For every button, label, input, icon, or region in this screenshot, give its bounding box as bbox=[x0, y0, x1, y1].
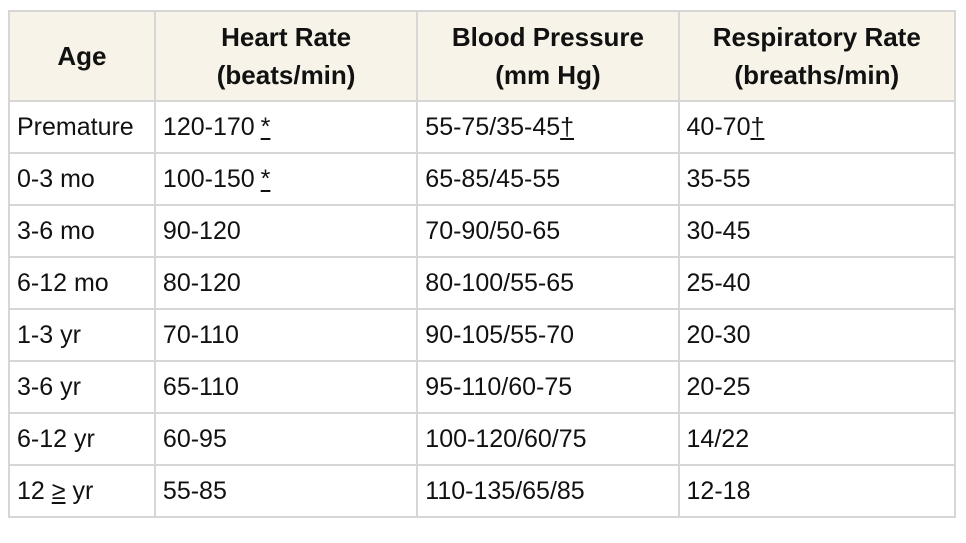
table-row: 3-6 mo 90-120 70-90/50-65 30-45 bbox=[8, 204, 957, 258]
header-respiratory-rate-label: Respiratory Rate bbox=[712, 22, 921, 52]
cell-respiratory-rate: 25-40 bbox=[677, 256, 957, 310]
blood-pressure-value: 55-75/35-45 bbox=[425, 112, 561, 141]
table-row: 6-12 yr 60-95 100-120/60/75 14/22 bbox=[8, 412, 957, 466]
cell-heart-rate: 120-170 * bbox=[153, 100, 419, 154]
table-row: 0-3 mo 100-150 * 65-85/45-55 35-55 bbox=[8, 152, 957, 206]
cell-blood-pressure: 55-75/35-45† bbox=[416, 100, 680, 154]
table-row: 12 ≥ yr 55-85 110-135/65/85 12-18 bbox=[8, 464, 957, 518]
cell-age: 6-12 mo bbox=[8, 256, 156, 310]
cell-heart-rate: 55-85 bbox=[153, 464, 419, 518]
cell-age: Premature bbox=[8, 100, 156, 154]
header-heart-rate-label: Heart Rate bbox=[221, 22, 352, 52]
cell-respiratory-rate: 12-18 bbox=[677, 464, 957, 518]
cell-blood-pressure: 70-90/50-65 bbox=[416, 204, 680, 258]
heart-rate-value: 120-170 bbox=[162, 112, 255, 141]
cell-heart-rate: 70-110 bbox=[153, 308, 419, 362]
page: Age Heart Rate (beats/min) Blood Pressur… bbox=[8, 10, 957, 518]
cell-respiratory-rate: 20-25 bbox=[677, 360, 957, 414]
header-respiratory-rate: Respiratory Rate (breaths/min) bbox=[677, 10, 957, 102]
footnote-link-asterisk[interactable]: * bbox=[260, 112, 271, 141]
cell-blood-pressure: 95-110/60-75 bbox=[416, 360, 680, 414]
header-row: Age Heart Rate (beats/min) Blood Pressur… bbox=[8, 10, 957, 102]
footnote-link-asterisk[interactable]: * bbox=[260, 164, 271, 193]
cell-respiratory-rate: 35-55 bbox=[677, 152, 957, 206]
age-suffix: yr bbox=[72, 476, 94, 505]
cell-blood-pressure: 90-105/55-70 bbox=[416, 308, 680, 362]
header-heart-rate-unit: (beats/min) bbox=[216, 60, 356, 90]
header-blood-pressure-label: Blood Pressure bbox=[451, 22, 644, 52]
cell-respiratory-rate: 40-70† bbox=[677, 100, 957, 154]
cell-heart-rate: 65-110 bbox=[153, 360, 419, 414]
footnote-link-dagger[interactable]: † bbox=[560, 112, 575, 141]
cell-blood-pressure: 110-135/65/85 bbox=[416, 464, 680, 518]
cell-heart-rate: 80-120 bbox=[153, 256, 419, 310]
cell-respiratory-rate: 14/22 bbox=[677, 412, 957, 466]
table-row: 1-3 yr 70-110 90-105/55-70 20-30 bbox=[8, 308, 957, 362]
respiratory-rate-value: 40-70 bbox=[686, 112, 751, 141]
header-age-label: Age bbox=[57, 41, 107, 71]
footnote-link-dagger[interactable]: † bbox=[750, 112, 765, 141]
cell-age: 1-3 yr bbox=[8, 308, 156, 362]
cell-age: 3-6 yr bbox=[8, 360, 156, 414]
header-heart-rate: Heart Rate (beats/min) bbox=[153, 10, 419, 102]
cell-age: 12 ≥ yr bbox=[8, 464, 156, 518]
cell-blood-pressure: 65-85/45-55 bbox=[416, 152, 680, 206]
cell-blood-pressure: 80-100/55-65 bbox=[416, 256, 680, 310]
header-respiratory-rate-unit: (breaths/min) bbox=[734, 60, 900, 90]
cell-heart-rate: 100-150 * bbox=[153, 152, 419, 206]
cell-blood-pressure: 100-120/60/75 bbox=[416, 412, 680, 466]
greater-equal-symbol: ≥ bbox=[51, 476, 66, 505]
cell-heart-rate: 60-95 bbox=[153, 412, 419, 466]
header-blood-pressure: Blood Pressure (mm Hg) bbox=[416, 10, 680, 102]
cell-age: 6-12 yr bbox=[8, 412, 156, 466]
table-row: 3-6 yr 65-110 95-110/60-75 20-25 bbox=[8, 360, 957, 414]
pediatric-vital-signs-table: Age Heart Rate (beats/min) Blood Pressur… bbox=[8, 10, 957, 518]
age-prefix: 12 bbox=[17, 476, 45, 505]
cell-heart-rate: 90-120 bbox=[153, 204, 419, 258]
header-age: Age bbox=[8, 10, 156, 102]
table-row: Premature 120-170 * 55-75/35-45† 40-70† bbox=[8, 100, 957, 154]
header-blood-pressure-unit: (mm Hg) bbox=[495, 60, 601, 90]
cell-age: 3-6 mo bbox=[8, 204, 156, 258]
table-row: 6-12 mo 80-120 80-100/55-65 25-40 bbox=[8, 256, 957, 310]
cell-age: 0-3 mo bbox=[8, 152, 156, 206]
cell-respiratory-rate: 20-30 bbox=[677, 308, 957, 362]
cell-respiratory-rate: 30-45 bbox=[677, 204, 957, 258]
heart-rate-value: 100-150 bbox=[162, 164, 255, 193]
